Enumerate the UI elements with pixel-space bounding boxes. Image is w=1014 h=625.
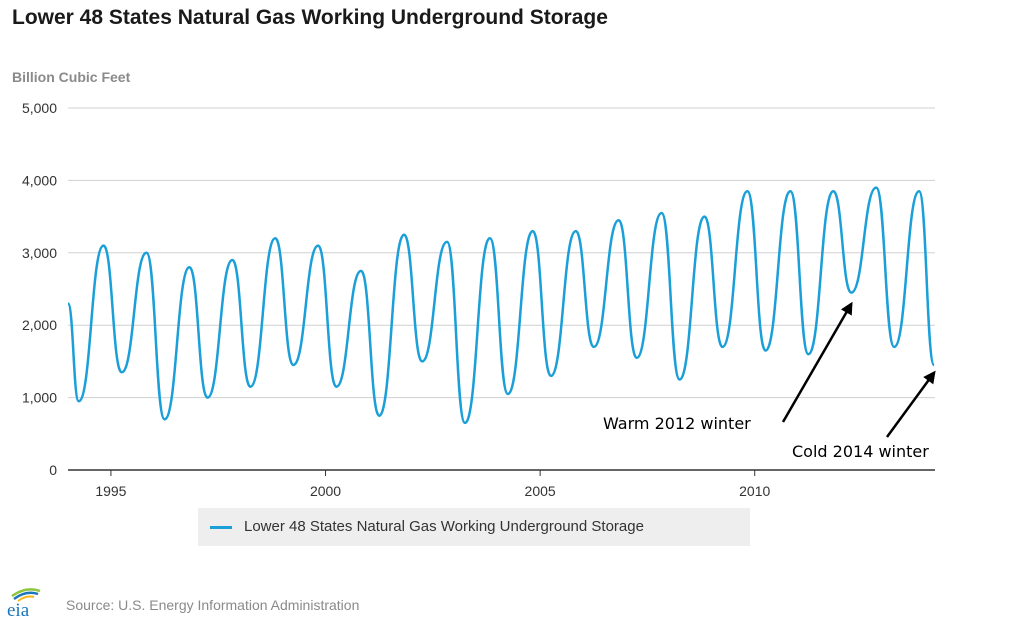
x-tick-label: 2000 (310, 483, 341, 499)
logo-wordmark: eia (7, 600, 30, 619)
source-credit: Source: U.S. Energy Information Administ… (66, 597, 360, 613)
legend-series-label: Lower 48 States Natural Gas Working Unde… (244, 518, 644, 535)
annotation-arrow (781, 301, 853, 423)
y-tick-label: 2,000 (22, 317, 57, 333)
chart-title: Lower 48 States Natural Gas Working Unde… (12, 6, 608, 29)
y-tick-label: 1,000 (22, 390, 57, 406)
chart-legend: Lower 48 States Natural Gas Working Unde… (198, 508, 750, 546)
x-tick-label: 2010 (739, 483, 770, 499)
y-tick-label: 0 (49, 462, 57, 478)
chart-plot: 0 1,000 2,000 3,000 4,000 5,000 1995 2000 2005 2… (22, 100, 936, 499)
annotation-label: Cold 2014 winter (792, 442, 929, 461)
eia-logo: eia (7, 588, 41, 619)
series-line (66, 186, 936, 425)
y-tick-label: 4,000 (22, 172, 57, 188)
legend-series-swatch (210, 526, 232, 529)
x-tick-label: 1995 (95, 483, 126, 499)
y-tick-label: 5,000 (22, 100, 57, 116)
annotation-arrow (885, 370, 936, 438)
logo-swoosh-yellow (17, 595, 35, 602)
logo-swoosh-blue (13, 591, 39, 601)
y-tick-label: 3,000 (22, 245, 57, 261)
y-axis-unit-label: Billion Cubic Feet (12, 69, 131, 85)
annotation-label: Warm 2012 winter (603, 414, 751, 433)
x-tick-label: 2005 (525, 483, 556, 499)
logo-swoosh-green (11, 588, 41, 598)
